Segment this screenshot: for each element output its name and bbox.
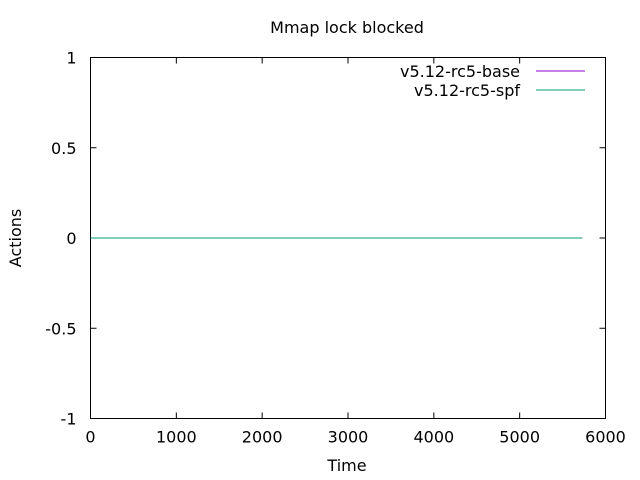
x-tick-label: 6000 [585, 428, 626, 447]
x-axis: 0 1000 2000 3000 4000 5000 6000 [85, 57, 626, 447]
y-tick-label: 1 [66, 49, 76, 68]
x-tick-label: 5000 [499, 428, 540, 447]
legend-label-0: v5.12-rc5-base [400, 62, 520, 81]
x-tick-label: 4000 [413, 428, 454, 447]
y-tick-label: 0.5 [51, 139, 76, 158]
y-tick-label: -1 [61, 410, 77, 429]
x-tick-label: 2000 [242, 428, 283, 447]
y-axis-label: Actions [6, 209, 25, 267]
x-tick-label: 3000 [328, 428, 369, 447]
y-tick-label: 0 [66, 229, 76, 248]
x-tick-label: 0 [85, 428, 95, 447]
x-axis-label: Time [326, 456, 366, 475]
x-tick-label: 1000 [156, 428, 197, 447]
legend-label-1: v5.12-rc5-spf [414, 81, 520, 100]
y-tick-label: -0.5 [45, 319, 76, 338]
chart-title: Mmap lock blocked [270, 18, 424, 37]
